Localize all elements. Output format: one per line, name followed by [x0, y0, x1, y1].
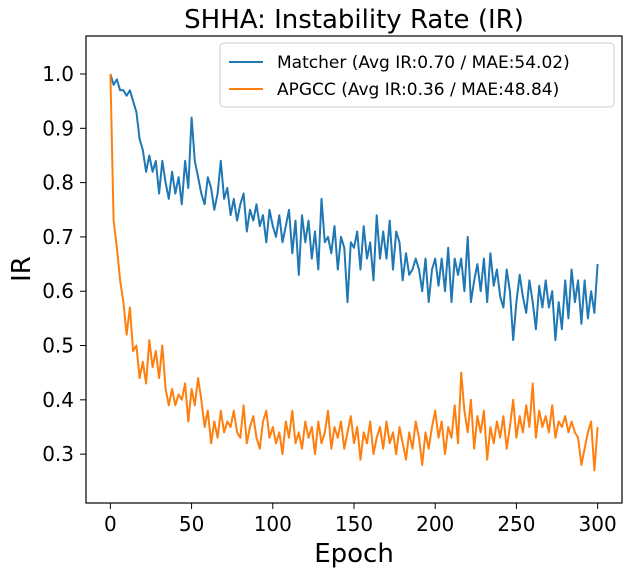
x-tick-label: 300	[579, 512, 617, 536]
y-tick-label: 0.6	[42, 279, 74, 303]
y-tick-label: 0.8	[42, 171, 74, 195]
series-line-matcher	[109, 73, 599, 342]
x-tick-label: 0	[104, 512, 117, 536]
legend-label-apgcc: APGCC (Avg IR:0.36 / MAE:48.84)	[277, 80, 559, 100]
y-tick-label: 0.9	[42, 116, 74, 140]
y-tick-label: 0.4	[42, 388, 74, 412]
chart-title: SHHA: Instability Rate (IR)	[184, 5, 524, 35]
x-axis: 0 50 100 150 200 250 300	[104, 503, 617, 536]
x-tick-label: 50	[179, 512, 204, 536]
x-tick-label: 150	[335, 512, 373, 536]
plot-area	[109, 73, 599, 472]
y-tick-label: 0.3	[42, 442, 74, 466]
y-axis-title: IR	[7, 256, 37, 282]
x-axis-title: Epoch	[314, 539, 394, 569]
x-tick-label: 100	[254, 512, 292, 536]
legend-box	[219, 42, 615, 108]
y-axis: 0.3 0.4 0.5 0.6 0.7 0.8 0.9 1.0	[42, 62, 86, 466]
series-line-apgcc	[109, 73, 599, 472]
y-tick-label: 0.5	[42, 334, 74, 358]
legend-label-matcher: Matcher (Avg IR:0.70 / MAE:54.02)	[277, 53, 570, 73]
x-tick-label: 250	[497, 512, 535, 536]
y-tick-label: 1.0	[42, 62, 74, 86]
y-tick-label: 0.7	[42, 225, 74, 249]
legend: Matcher (Avg IR:0.70 / MAE:54.02) APGCC …	[219, 42, 615, 108]
x-tick-label: 200	[416, 512, 454, 536]
